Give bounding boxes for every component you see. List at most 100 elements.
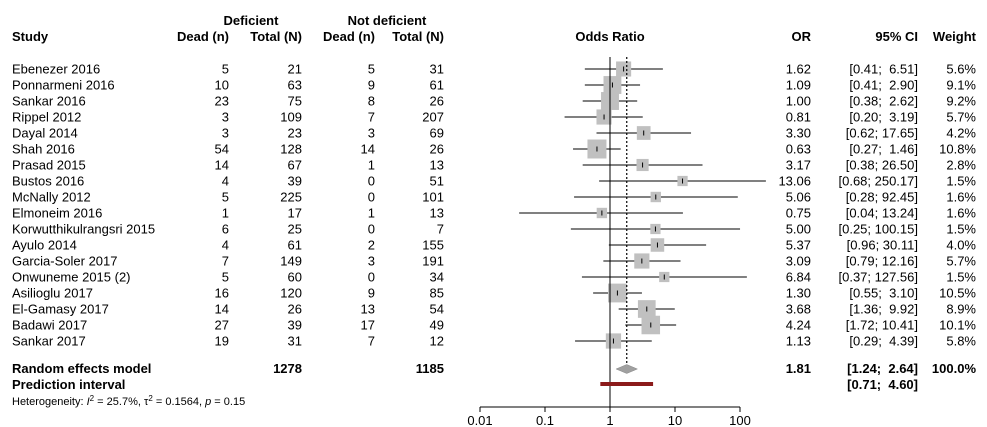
ci-value: [0.25; 100.15] <box>838 222 918 237</box>
summary-diamond <box>616 365 637 374</box>
study-name: Rippel 2012 <box>12 110 81 125</box>
study-rows: Ebenezer 2016 5 21 5 31 1.62 [0.41; 6.51] 5.6%P… <box>12 62 976 349</box>
total-not-deficient: 61 <box>430 78 444 93</box>
ci-value: [0.38; 2.62] <box>849 94 918 109</box>
or-value: 1.00 <box>786 94 811 109</box>
total-not-deficient: 26 <box>430 142 444 157</box>
total-not-deficient: 191 <box>422 254 444 269</box>
weight-value: 10.1% <box>939 318 976 333</box>
header-odds-ratio: Odds Ratio <box>575 29 644 44</box>
weight-value: 10.8% <box>939 142 976 157</box>
weight-value: 1.5% <box>946 222 976 237</box>
plot-marks <box>519 57 766 408</box>
table-row: Ayulo 2014 4 61 2 155 5.37 [0.96; 30.11] 4.0% <box>12 238 976 253</box>
or-value: 1.62 <box>786 62 811 77</box>
or-value: 3.68 <box>786 302 811 317</box>
table-row: Korwutthikulrangsri 2015 6 25 0 7 5.00 [0.25; … <box>12 222 976 237</box>
ci-value: [1.72; 10.41] <box>846 318 918 333</box>
total-not-deficient: 31 <box>430 62 444 77</box>
total-deficient: 23 <box>288 126 302 141</box>
summary-total-deficient: 1278 <box>273 361 302 376</box>
dead-deficient: 14 <box>215 302 229 317</box>
weight-value: 8.9% <box>946 302 976 317</box>
total-deficient: 25 <box>288 222 302 237</box>
dead-deficient: 14 <box>215 158 229 173</box>
or-value: 1.13 <box>786 334 811 349</box>
weight-value: 1.5% <box>946 270 976 285</box>
study-name: Asilioglu 2017 <box>12 286 93 301</box>
dead-not-deficient: 13 <box>361 302 375 317</box>
table-row: Elmoneim 2016 1 17 1 13 0.75 [0.04; 13.24] 1.6% <box>12 206 976 221</box>
or-value: 3.09 <box>786 254 811 269</box>
total-deficient: 75 <box>288 94 302 109</box>
dead-not-deficient: 9 <box>368 286 375 301</box>
ci-value: [1.36; 9.92] <box>849 302 918 317</box>
weight-value: 1.5% <box>946 174 976 189</box>
total-deficient: 128 <box>280 142 302 157</box>
heterogeneity-text: Heterogeneity: I2 = 25.7%, τ2 = 0.1564, … <box>12 394 245 409</box>
study-name: Ponnarmeni 2016 <box>12 78 115 93</box>
table-row: Sankar 2017 19 31 7 12 1.13 [0.29; 4.39] 5.8% <box>12 334 976 349</box>
dead-deficient: 5 <box>222 270 229 285</box>
ci-value: [0.04; 13.24] <box>846 206 918 221</box>
dead-not-deficient: 1 <box>368 158 375 173</box>
heterogeneity-p: 0.15 <box>224 396 245 408</box>
weight-value: 1.6% <box>946 190 976 205</box>
table-row: Ponnarmeni 2016 10 63 9 61 1.09 [0.41; 2.90] 9.… <box>12 78 976 93</box>
weight-value: 9.2% <box>946 94 976 109</box>
study-name: Prasad 2015 <box>12 158 86 173</box>
dead-not-deficient: 8 <box>368 94 375 109</box>
table-row: Prasad 2015 14 67 1 13 3.17 [0.38; 26.50] 2.8% <box>12 158 976 173</box>
table-row: Onwuneme 2015 (2) 5 60 0 34 6.84 [0.37; 127.56… <box>12 270 976 285</box>
or-value: 13.06 <box>778 174 811 189</box>
total-deficient: 63 <box>288 78 302 93</box>
or-value: 3.17 <box>786 158 811 173</box>
summary-rows: Random effects model 1278 1185 1.81 [1.2… <box>12 361 976 408</box>
table-row: El-Gamasy 2017 14 26 13 54 3.68 [1.36; 9.92] 8.… <box>12 302 976 317</box>
study-name: Korwutthikulrangsri 2015 <box>12 222 155 237</box>
study-name: Badawi 2017 <box>12 318 87 333</box>
weight-value: 9.1% <box>946 78 976 93</box>
dead-deficient: 16 <box>215 286 229 301</box>
total-deficient: 120 <box>280 286 302 301</box>
dead-deficient: 23 <box>215 94 229 109</box>
or-value: 0.63 <box>786 142 811 157</box>
dead-deficient: 27 <box>215 318 229 333</box>
ci-value: [0.37; 127.56] <box>838 270 918 285</box>
dead-not-deficient: 3 <box>368 254 375 269</box>
header-dead-deficient: Dead (n) <box>177 29 229 44</box>
total-deficient: 17 <box>288 206 302 221</box>
dead-not-deficient: 9 <box>368 78 375 93</box>
total-not-deficient: 101 <box>422 190 444 205</box>
dead-not-deficient: 3 <box>368 126 375 141</box>
weight-value: 5.7% <box>946 254 976 269</box>
ci-value: [0.96; 30.11] <box>847 238 918 253</box>
table-row: Dayal 2014 3 23 3 69 3.30 [0.62; 17.65] 4.2% <box>12 126 976 141</box>
total-deficient: 21 <box>288 62 302 77</box>
header-total-not-deficient: Total (N) <box>392 29 444 44</box>
total-not-deficient: 34 <box>430 270 444 285</box>
summary-weight: 100.0% <box>932 361 977 376</box>
study-name: Dayal 2014 <box>12 126 78 141</box>
total-deficient: 149 <box>280 254 302 269</box>
summary-ci: [1.24; 2.64] <box>847 361 918 376</box>
x-axis: 0.01 0.1 1 10 100 <box>467 407 751 427</box>
weight-value: 5.6% <box>946 62 976 77</box>
weight-value: 10.5% <box>939 286 976 301</box>
x-tick-label: 100 <box>729 413 751 427</box>
total-deficient: 31 <box>288 334 302 349</box>
study-name: Garcia-Soler 2017 <box>12 254 118 269</box>
total-deficient: 67 <box>288 158 302 173</box>
ci-value: [0.62; 17.65] <box>846 126 918 141</box>
or-value: 0.75 <box>786 206 811 221</box>
or-value: 0.81 <box>786 110 811 125</box>
ci-value: [0.41; 2.90] <box>849 78 918 93</box>
x-tick-label: 0.01 <box>467 413 492 427</box>
dead-not-deficient: 7 <box>368 110 375 125</box>
dead-deficient: 19 <box>215 334 229 349</box>
total-deficient: 109 <box>280 110 302 125</box>
column-headers: Deficient Not deficient Study Dead (n) T… <box>12 13 977 44</box>
dead-not-deficient: 17 <box>361 318 375 333</box>
total-not-deficient: 49 <box>430 318 444 333</box>
